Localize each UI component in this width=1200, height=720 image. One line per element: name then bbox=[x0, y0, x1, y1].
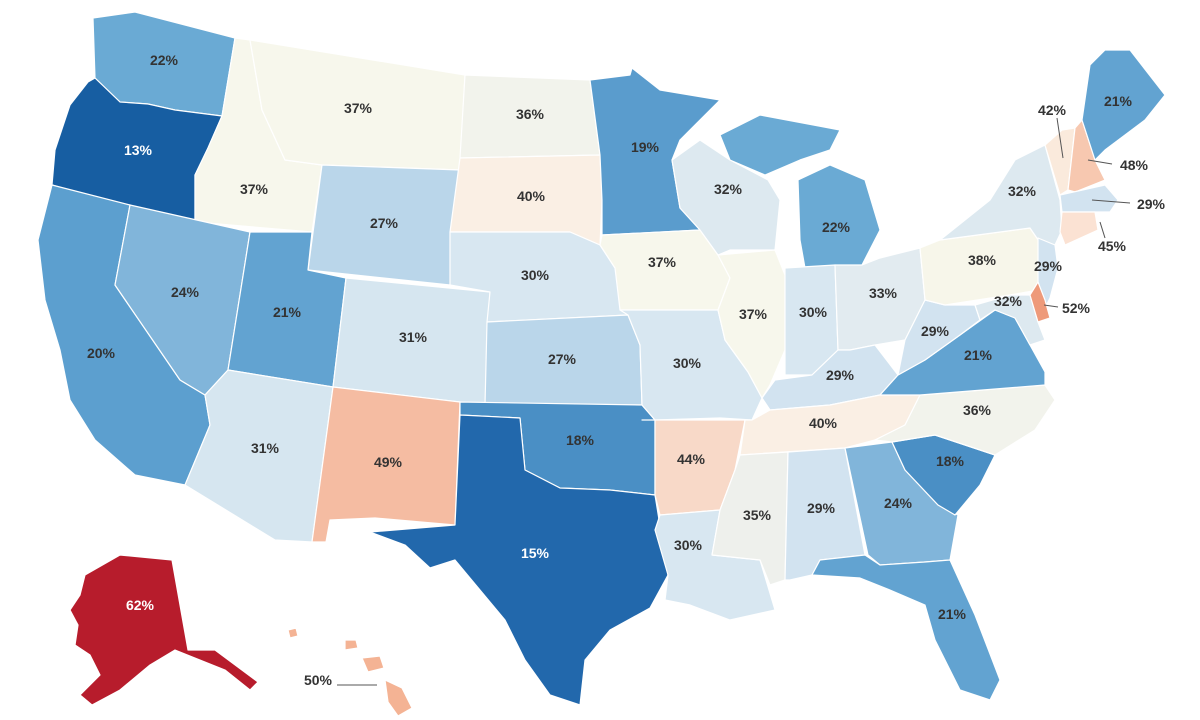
label-DE: 52% bbox=[1062, 300, 1091, 316]
label-CA: 20% bbox=[87, 345, 116, 361]
label-MA: 29% bbox=[1137, 196, 1166, 212]
label-HI: 50% bbox=[304, 672, 333, 688]
label-OR: 13% bbox=[124, 142, 153, 158]
label-KS: 27% bbox=[548, 351, 577, 367]
label-PA: 38% bbox=[968, 252, 997, 268]
label-VA: 21% bbox=[964, 347, 993, 363]
label-IN: 30% bbox=[799, 304, 828, 320]
label-NJ: 29% bbox=[1034, 258, 1063, 274]
leader-line-MA bbox=[1091, 199, 1131, 204]
label-UT: 21% bbox=[273, 304, 302, 320]
label-SD: 40% bbox=[517, 188, 546, 204]
state-AK[interactable] bbox=[69, 554, 259, 706]
state-ME[interactable] bbox=[1081, 49, 1166, 161]
label-GA: 24% bbox=[884, 495, 913, 511]
label-MO: 30% bbox=[673, 355, 702, 371]
label-WI: 32% bbox=[714, 181, 743, 197]
label-SC: 18% bbox=[936, 453, 965, 469]
label-MI: 22% bbox=[822, 219, 851, 235]
label-ID: 37% bbox=[240, 181, 269, 197]
label-NC: 36% bbox=[963, 402, 992, 418]
label-TN: 40% bbox=[809, 415, 838, 431]
label-NH: 48% bbox=[1120, 157, 1149, 173]
leader-line-NH bbox=[1087, 159, 1113, 165]
label-VT: 42% bbox=[1038, 102, 1067, 118]
label-AZ: 31% bbox=[251, 440, 280, 456]
label-FL: 21% bbox=[938, 606, 967, 622]
label-TX: 15% bbox=[521, 545, 550, 561]
label-WV: 29% bbox=[921, 323, 950, 339]
state-DE[interactable] bbox=[1029, 281, 1051, 323]
label-KY: 29% bbox=[826, 367, 855, 383]
label-AR: 44% bbox=[677, 451, 706, 467]
label-WY: 27% bbox=[370, 215, 399, 231]
leader-line-CT bbox=[1099, 221, 1106, 239]
label-IA: 37% bbox=[648, 254, 677, 270]
label-ME: 21% bbox=[1104, 93, 1133, 109]
state-HI[interactable] bbox=[287, 627, 413, 717]
state-CT[interactable] bbox=[1059, 211, 1099, 246]
state-MI[interactable] bbox=[719, 114, 881, 269]
leader-line-DE bbox=[1043, 304, 1059, 308]
label-AK: 62% bbox=[126, 597, 155, 613]
label-CO: 31% bbox=[399, 329, 428, 345]
state-FL[interactable] bbox=[811, 554, 1001, 701]
state-TX[interactable] bbox=[369, 414, 669, 706]
label-OK: 18% bbox=[566, 432, 595, 448]
label-ND: 36% bbox=[516, 106, 545, 122]
label-LA: 30% bbox=[674, 537, 703, 553]
label-AL: 29% bbox=[807, 500, 836, 516]
label-NE: 30% bbox=[521, 267, 550, 283]
label-CT: 45% bbox=[1098, 238, 1127, 254]
label-MT: 37% bbox=[344, 100, 373, 116]
label-MN: 19% bbox=[631, 139, 660, 155]
label-IL: 37% bbox=[739, 306, 768, 322]
label-WA: 22% bbox=[150, 52, 179, 68]
leader-line-VT bbox=[1056, 117, 1064, 159]
label-NV: 24% bbox=[171, 284, 200, 300]
state-NC[interactable] bbox=[874, 384, 1056, 456]
label-OH: 33% bbox=[869, 285, 898, 301]
label-MD: 32% bbox=[994, 293, 1023, 309]
label-MS: 35% bbox=[743, 507, 772, 523]
label-NM: 49% bbox=[374, 454, 403, 470]
state-MD[interactable] bbox=[974, 294, 1046, 346]
label-NY: 32% bbox=[1008, 183, 1037, 199]
state-AZ[interactable] bbox=[184, 369, 334, 543]
state-MA[interactable] bbox=[1059, 184, 1119, 213]
